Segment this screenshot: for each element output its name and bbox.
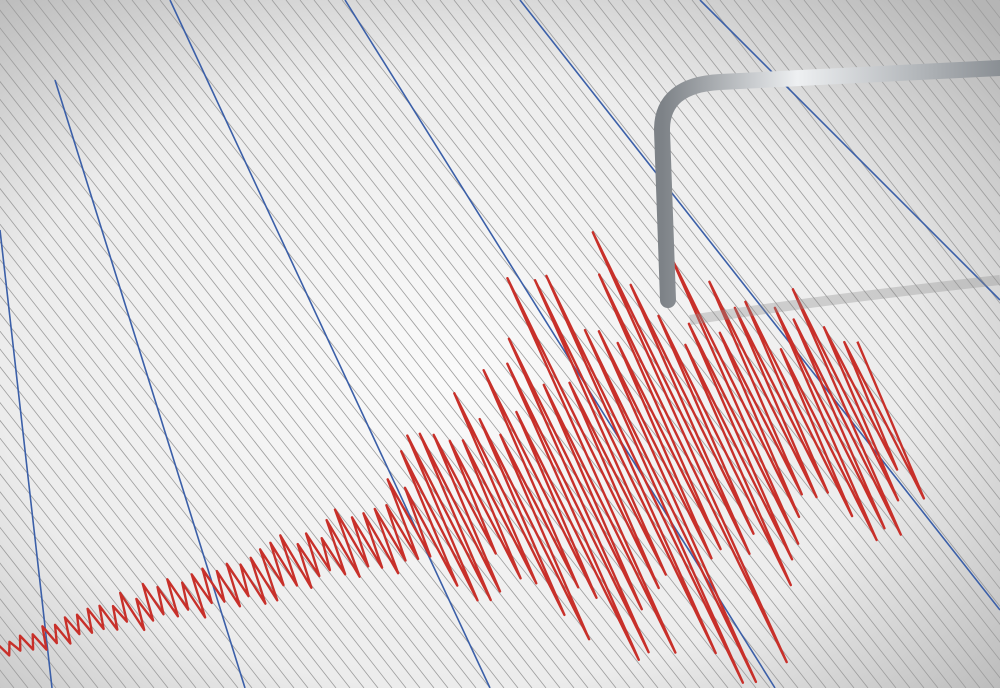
grid-line [845, 0, 1000, 197]
grid-line [341, 0, 883, 688]
grid-line [747, 0, 1000, 322]
grid-line [593, 0, 1000, 518]
grid-line [635, 0, 1000, 465]
grid-line [831, 0, 1000, 215]
stylus-shadow [689, 275, 1000, 325]
major-line [0, 229, 53, 688]
grid-line [33, 0, 575, 688]
grid-line [0, 562, 99, 688]
grid-line [411, 0, 953, 688]
grid-line [61, 0, 603, 688]
grid-line [733, 0, 1000, 340]
grid-line [131, 0, 673, 688]
grid-line [0, 9, 533, 688]
grid-line [691, 0, 1000, 394]
seismic-trace [0, 231, 926, 684]
grid-line [719, 0, 1000, 358]
grid-line [537, 0, 1000, 590]
grid-line [705, 0, 1000, 376]
grid-line [271, 0, 813, 688]
grid-line [313, 0, 855, 688]
grid-line [369, 0, 911, 688]
grid-line [467, 0, 1000, 679]
major-line [519, 0, 1000, 611]
grid-line [873, 0, 1000, 162]
grid-line [285, 0, 827, 688]
grid-line [817, 0, 1000, 233]
grid-line [0, 205, 379, 688]
grid-line [803, 0, 1000, 251]
grid-line [0, 80, 477, 688]
grid-line [607, 0, 1000, 501]
grid-line [0, 330, 281, 688]
grid-line [551, 0, 1000, 572]
grid-line [509, 0, 1000, 625]
grid-line [0, 63, 491, 688]
stylus [653, 60, 1000, 308]
grid-line [299, 0, 841, 688]
grid-line [789, 0, 1000, 269]
grid-line [0, 223, 365, 688]
grid-line [0, 491, 155, 688]
grid-line [0, 455, 183, 688]
grid-line [0, 366, 253, 688]
grid-line [0, 437, 197, 688]
grid-line [621, 0, 1000, 483]
major-line [169, 0, 491, 688]
grid-line [0, 98, 463, 688]
grid-line [0, 45, 505, 688]
grid-line [75, 0, 617, 688]
grid-line [0, 473, 169, 688]
grid-line [0, 508, 141, 688]
grid-line [0, 152, 421, 688]
grid-line [0, 170, 407, 688]
grid-line [649, 0, 1000, 447]
grid-line [327, 0, 869, 688]
grid-line [0, 384, 239, 688]
grid-line [0, 401, 225, 688]
grid-line [901, 0, 1000, 126]
grid-line [859, 0, 1000, 180]
grid-line [0, 544, 113, 688]
grid-line [0, 419, 211, 688]
grid-line [663, 0, 1000, 429]
grid-line [397, 0, 939, 688]
grid-line [425, 0, 967, 688]
grid-line [0, 526, 127, 688]
grid-line [761, 0, 1000, 304]
major-line [699, 0, 1000, 301]
grid-line [5, 0, 547, 688]
grid-line [0, 348, 267, 688]
grid-line [187, 0, 729, 688]
grid-line [89, 0, 631, 688]
grid-line [677, 0, 1000, 411]
grid-line [117, 0, 659, 688]
grid-line [19, 0, 561, 688]
grid-line [775, 0, 1000, 287]
grid-line [47, 0, 589, 688]
grid-line [0, 27, 519, 688]
grid-line [355, 0, 897, 688]
grid-line [887, 0, 1000, 144]
grid-line [103, 0, 645, 688]
grid-line [383, 0, 925, 688]
